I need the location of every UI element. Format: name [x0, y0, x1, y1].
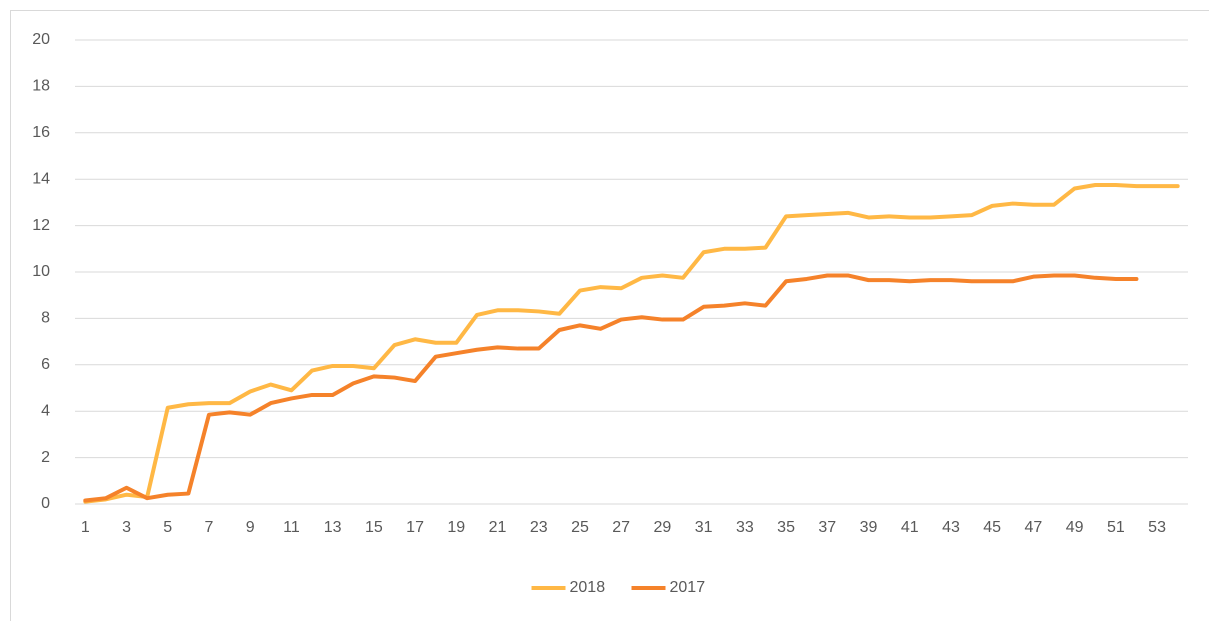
- x-tick-label: 21: [489, 519, 507, 536]
- x-tick-label: 11: [283, 519, 300, 536]
- x-tick-label: 45: [983, 519, 1001, 536]
- y-tick-label: 10: [32, 263, 50, 280]
- y-tick-label: 16: [32, 124, 50, 141]
- x-tick-label: 27: [612, 519, 630, 536]
- y-tick-label: 2: [41, 449, 50, 466]
- x-tick-label: 39: [860, 519, 878, 536]
- x-tick-label: 5: [163, 519, 172, 536]
- y-tick-label: 14: [32, 170, 50, 187]
- x-tick-label: 53: [1148, 519, 1166, 536]
- x-tick-label: 49: [1066, 519, 1084, 536]
- y-tick-label: 0: [41, 495, 50, 512]
- x-tick-label: 33: [736, 519, 754, 536]
- x-tick-label: 15: [365, 519, 383, 536]
- x-tick-label: 37: [818, 519, 836, 536]
- chart-border: [10, 10, 1209, 621]
- x-tick-label: 25: [571, 519, 589, 536]
- legend-label: 2018: [570, 579, 606, 596]
- x-tick-label: 19: [447, 519, 465, 536]
- y-tick-label: 4: [41, 402, 50, 419]
- x-tick-label: 43: [942, 519, 960, 536]
- x-tick-label: 7: [205, 519, 214, 536]
- x-tick-label: 41: [901, 519, 919, 536]
- x-tick-label: 31: [695, 519, 713, 536]
- x-tick-label: 23: [530, 519, 548, 536]
- x-tick-label: 3: [122, 519, 131, 536]
- legend-label: 2017: [670, 579, 706, 596]
- y-tick-label: 12: [32, 217, 50, 234]
- x-tick-label: 1: [81, 519, 90, 536]
- x-tick-label: 35: [777, 519, 795, 536]
- x-tick-label: 13: [324, 519, 342, 536]
- x-tick-label: 47: [1025, 519, 1043, 536]
- x-tick-label: 17: [406, 519, 424, 536]
- y-tick-label: 20: [32, 31, 50, 48]
- x-tick-label: 51: [1107, 519, 1125, 536]
- x-tick-label: 9: [246, 519, 255, 536]
- y-tick-label: 6: [41, 356, 50, 373]
- series-line: [83, 273, 1139, 503]
- series-line: [83, 183, 1180, 504]
- y-tick-label: 8: [41, 310, 50, 327]
- x-tick-label: 29: [654, 519, 672, 536]
- y-tick-label: 18: [32, 78, 50, 95]
